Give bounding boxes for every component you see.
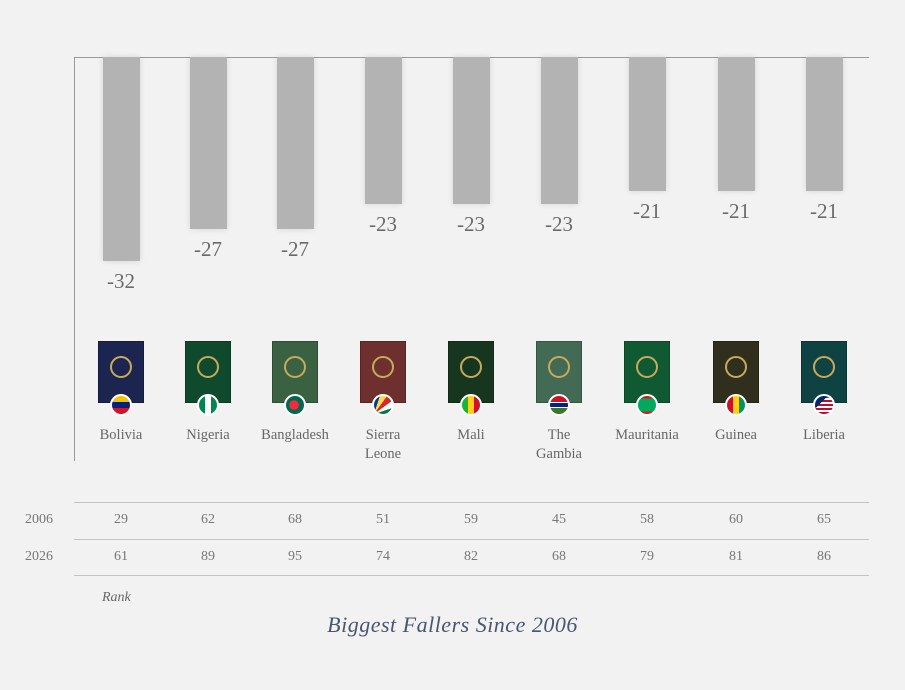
- rank-cell: 45: [552, 512, 566, 527]
- rank-cell: 62: [201, 512, 215, 527]
- passport-emblem-icon: [284, 356, 306, 378]
- country-label: Bolivia: [99, 427, 143, 443]
- country-label: Liberia: [803, 427, 845, 443]
- bar-value-label: -27: [281, 237, 309, 262]
- rank-cell: 68: [288, 512, 302, 527]
- passport-emblem-icon: [813, 356, 835, 378]
- bar-value-label: -23: [457, 211, 485, 236]
- nigeria-flag-icon: [197, 394, 219, 416]
- country-label: Guinea: [715, 427, 757, 443]
- guinea-flag-icon: [725, 394, 747, 416]
- bar-value-label: -21: [722, 198, 750, 223]
- passport-emblem-icon: [725, 356, 747, 378]
- bar: [103, 57, 140, 261]
- passport-image: [713, 341, 759, 403]
- rank-cell: 68: [552, 549, 566, 564]
- rank-cell: 65: [817, 512, 831, 527]
- passport-image: [272, 341, 318, 403]
- bar: [806, 57, 843, 191]
- passport-emblem-icon: [460, 356, 482, 378]
- rank-cell: 79: [640, 549, 654, 564]
- passport-image: [624, 341, 670, 403]
- country-label: Mauritania: [615, 427, 679, 443]
- y-axis-line: [74, 57, 75, 461]
- bar: [453, 57, 490, 204]
- mauritania-flag-icon: [636, 394, 658, 416]
- rank-cell: 89: [201, 549, 215, 564]
- table-divider: [74, 502, 869, 503]
- bar: [718, 57, 755, 191]
- passport-image: [448, 341, 494, 403]
- country-label: The Gambia: [536, 427, 582, 462]
- rank-cell: 58: [640, 512, 654, 527]
- country-label: Nigeria: [186, 427, 230, 443]
- bar: [365, 57, 402, 204]
- rank-cell: 59: [464, 512, 478, 527]
- passport-image: [536, 341, 582, 403]
- gambia-flag-icon: [548, 394, 570, 416]
- passport-image: [801, 341, 847, 403]
- row-label-2026: 2026: [25, 549, 53, 564]
- rank-cell: 61: [114, 549, 128, 564]
- table-label: Rank: [102, 590, 131, 605]
- bar: [541, 57, 578, 204]
- country-label: Sierra Leone: [364, 427, 402, 462]
- rank-cell: 86: [817, 549, 831, 564]
- rank-cell: 74: [376, 549, 390, 564]
- passport-emblem-icon: [372, 356, 394, 378]
- bar-value-label: -21: [633, 198, 661, 223]
- bangladesh-flag-icon: [284, 394, 306, 416]
- rank-cell: 29: [114, 512, 128, 527]
- passport-image: [98, 341, 144, 403]
- bar-value-label: -23: [545, 211, 573, 236]
- rank-cell: 51: [376, 512, 390, 527]
- bar-value-label: -23: [369, 211, 397, 236]
- country-label: Mali: [457, 427, 485, 443]
- row-label-2006: 2006: [25, 512, 53, 527]
- rank-cell: 60: [729, 512, 743, 527]
- liberia-flag-icon: [813, 394, 835, 416]
- rank-cell: 95: [288, 549, 302, 564]
- passport-image: [360, 341, 406, 403]
- passport-emblem-icon: [110, 356, 132, 378]
- rank-cell: 82: [464, 549, 478, 564]
- seychelles-flag-icon: [372, 394, 394, 416]
- bar: [277, 57, 314, 230]
- table-divider: [74, 539, 869, 540]
- bar-value-label: -21: [810, 198, 838, 223]
- bar-value-label: -27: [194, 237, 222, 262]
- bar: [629, 57, 666, 191]
- passport-emblem-icon: [197, 356, 219, 378]
- bar: [190, 57, 227, 230]
- passport-emblem-icon: [636, 356, 658, 378]
- table-divider: [74, 575, 869, 576]
- passport-emblem-icon: [548, 356, 570, 378]
- bar-value-label: -32: [107, 269, 135, 293]
- rank-cell: 81: [729, 549, 743, 564]
- venezuela-flag-icon: [110, 394, 132, 416]
- chart-title: Biggest Fallers Since 2006: [327, 612, 578, 637]
- mali-flag-icon: [460, 394, 482, 416]
- country-label: Bangladesh: [261, 427, 329, 443]
